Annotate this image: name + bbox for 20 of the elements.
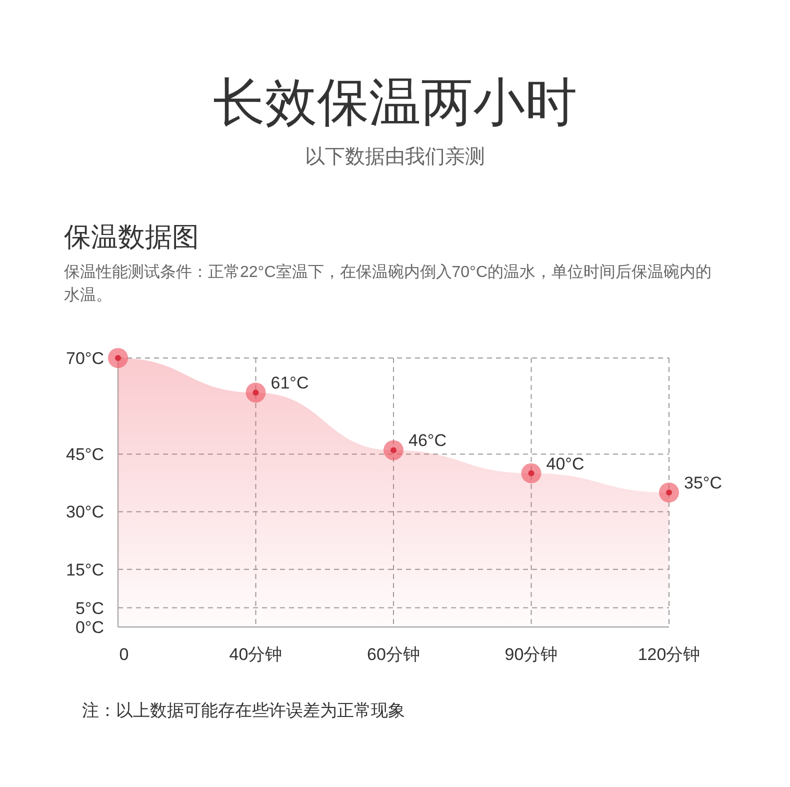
ytick: 70°C	[66, 349, 104, 368]
ytick: 0°C	[75, 618, 104, 637]
annotation: 保温数据图	[64, 222, 199, 252]
ytick: 5°C	[75, 598, 104, 618]
annotation: 保温性能测试条件：正常22°C室温下，在保温碗内倒入70°C的温水，单位时间后保温碗内的水温。	[64, 264, 712, 304]
xtick: 90分钟	[504, 645, 558, 664]
ytick: 45°C	[66, 445, 104, 464]
subtitle: 以下数据由我们亲测	[305, 146, 485, 168]
xtick: 40分钟	[229, 645, 282, 664]
title: 长效保温两小时	[213, 74, 577, 132]
data-label: 35°C	[684, 474, 722, 492]
xtick: 60分钟	[367, 645, 420, 664]
ytick: 30°C	[66, 502, 104, 522]
xtick: 120分钟	[638, 645, 700, 664]
data-label: 46°C	[408, 431, 446, 450]
data-label: 61°C	[270, 374, 309, 393]
xtick: 0	[119, 645, 129, 664]
annotation: 注：以上数据可能存在些许误差为正常现象	[82, 701, 405, 720]
ytick: 15°C	[66, 560, 104, 580]
data-label: 40°C	[546, 454, 584, 474]
